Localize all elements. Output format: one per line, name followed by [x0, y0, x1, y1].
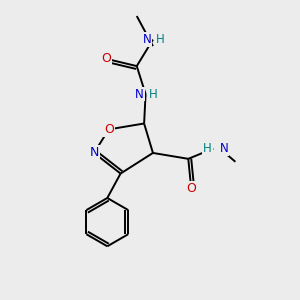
Text: H: H: [156, 33, 165, 46]
Text: N: N: [220, 142, 229, 155]
Text: N: N: [89, 146, 99, 159]
Text: N: N: [143, 33, 152, 46]
Text: O: O: [101, 52, 111, 65]
Text: O: O: [186, 182, 196, 195]
Text: H: H: [203, 142, 212, 155]
Text: O: O: [104, 123, 114, 136]
Text: N: N: [135, 88, 144, 100]
Text: H: H: [148, 88, 157, 100]
